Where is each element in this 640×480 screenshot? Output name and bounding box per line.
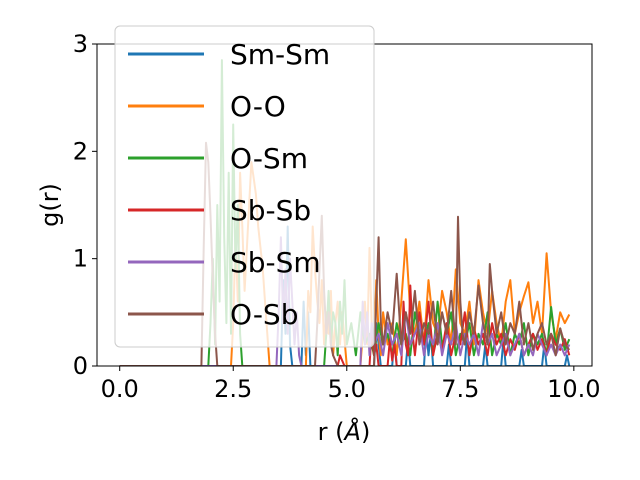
legend-label: Sb-Sm <box>230 246 321 279</box>
legend-label: O-Sb <box>230 298 298 331</box>
legend: Sm-Sm O-O O-Sm Sb-Sb Sb-Sm O-Sb <box>114 25 375 348</box>
legend-label: O-O <box>230 90 286 123</box>
legend-label: Sm-Sm <box>230 38 330 71</box>
legend-label: Sb-Sb <box>230 194 311 227</box>
y-tick-label: 1 <box>73 245 88 273</box>
y-tick-label: 2 <box>73 137 88 165</box>
legend-label: O-Sm <box>230 142 308 175</box>
x-tick-label: 5.0 <box>328 375 366 403</box>
x-tick-label: 7.5 <box>441 375 479 403</box>
y-tick-label: 0 <box>73 352 88 380</box>
y-axis: 0 1 2 3 <box>73 30 97 380</box>
x-axis-label: r (Å) <box>318 417 371 446</box>
x-axis: 0.0 2.5 5.0 7.5 10.0 <box>101 366 601 403</box>
x-tick-label: 2.5 <box>214 375 252 403</box>
y-axis-label: g(r) <box>36 183 64 227</box>
y-tick-label: 3 <box>73 30 88 58</box>
x-tick-label: 0.0 <box>101 375 139 403</box>
x-tick-label: 10.0 <box>547 375 600 403</box>
